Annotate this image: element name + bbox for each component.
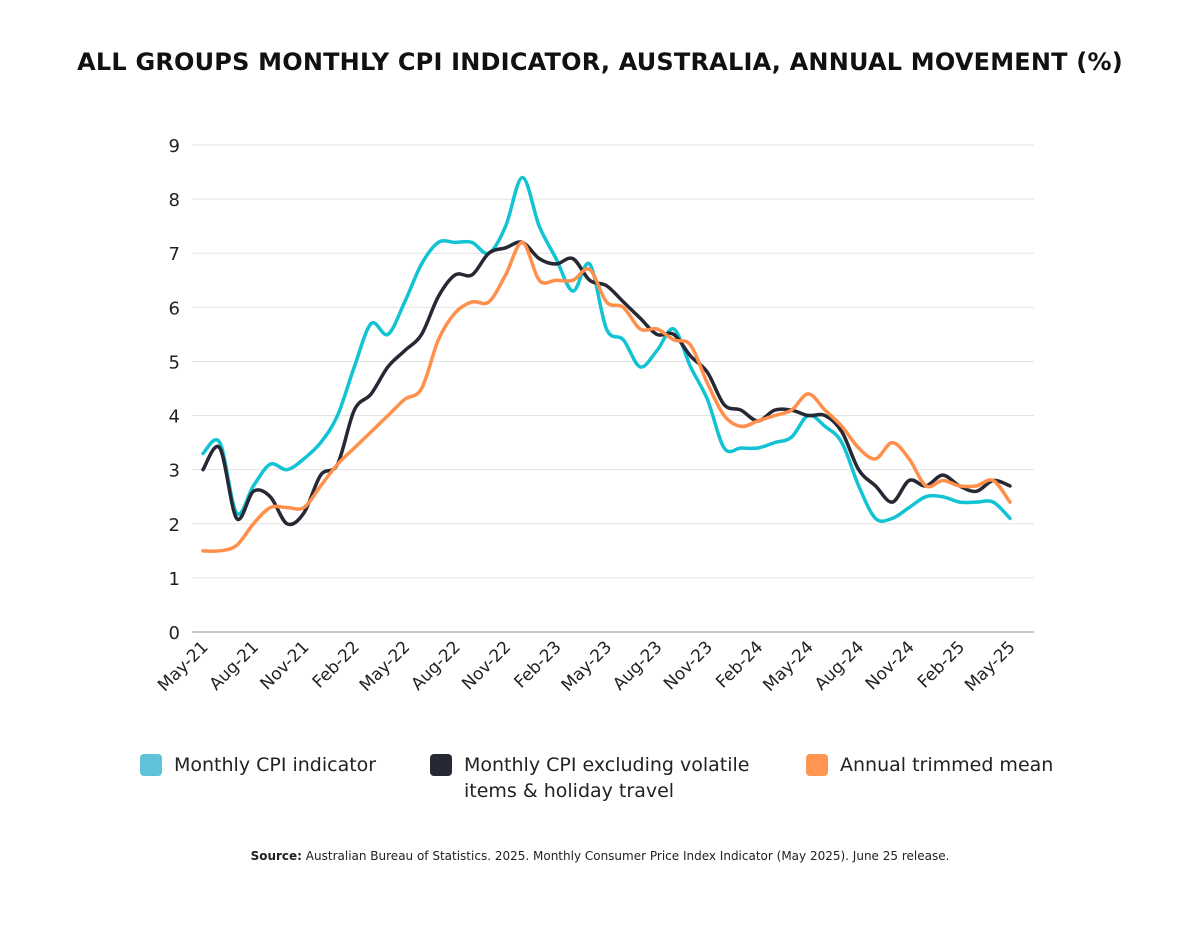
source-label: Source: — [250, 849, 302, 863]
x-tick-label: Feb-23 — [511, 637, 566, 692]
series-line-2 — [201, 240, 1012, 553]
y-tick-label: 5 — [169, 352, 180, 373]
y-axis-ticks: 0 1 2 3 4 5 6 7 8 9 — [169, 136, 180, 644]
y-tick-label: 4 — [169, 407, 180, 428]
x-tick-label: Nov-24 — [862, 637, 919, 694]
y-tick-label: 9 — [169, 136, 180, 157]
x-tick-label: Feb-25 — [914, 637, 969, 692]
y-tick-label: 7 — [169, 244, 180, 265]
x-tick-label: Nov-22 — [458, 637, 515, 694]
y-tick-label: 6 — [169, 298, 180, 319]
source-note: Source: Australian Bureau of Statistics.… — [0, 849, 1200, 863]
x-tick-label: May-22 — [356, 637, 414, 695]
y-tick-label: 8 — [169, 190, 180, 211]
y-tick-label: 0 — [169, 623, 180, 644]
series-lines — [201, 175, 1012, 553]
chart-title: ALL GROUPS MONTHLY CPI INDICATOR, AUSTRA… — [77, 48, 1123, 76]
series-line-0 — [201, 175, 1012, 523]
x-tick-label: May-21 — [154, 637, 212, 695]
x-tick-label: Feb-22 — [309, 637, 364, 692]
x-tick-label: Aug-24 — [811, 637, 868, 694]
x-tick-label: May-24 — [759, 637, 817, 695]
x-tick-label: Aug-21 — [206, 637, 263, 694]
source-text: Australian Bureau of Statistics. 2025. M… — [301, 849, 950, 863]
y-tick-label: 3 — [169, 461, 180, 482]
x-tick-label: Feb-24 — [712, 637, 767, 692]
legend-label: Annual trimmed mean — [840, 754, 1054, 776]
legend-item-excl-volatile: Monthly CPI excluding volatile items & h… — [430, 752, 749, 804]
gridlines — [192, 144, 1034, 633]
legend-label: Monthly CPI excluding volatile — [464, 754, 750, 776]
legend-label: items & holiday travel — [464, 780, 675, 802]
legend-item-trimmed-mean: Annual trimmed mean — [806, 752, 1053, 778]
legend-swatch — [140, 754, 162, 776]
legend-item-monthly-cpi: Monthly CPI indicator — [140, 752, 376, 778]
x-tick-label: May-23 — [558, 637, 616, 695]
x-tick-label: Aug-23 — [609, 637, 666, 694]
x-tick-label: May-25 — [961, 637, 1019, 695]
legend-label: Monthly CPI indicator — [174, 754, 377, 776]
y-tick-label: 2 — [169, 515, 180, 536]
y-tick-label: 1 — [169, 569, 180, 590]
x-axis-ticks: May-21Aug-21Nov-21Feb-22May-22Aug-22Nov-… — [154, 637, 1019, 695]
legend-swatch — [430, 754, 452, 776]
x-tick-label: Nov-21 — [256, 637, 313, 694]
x-tick-label: Nov-23 — [660, 637, 717, 694]
legend-swatch — [806, 754, 828, 776]
x-tick-label: Aug-22 — [407, 637, 464, 694]
